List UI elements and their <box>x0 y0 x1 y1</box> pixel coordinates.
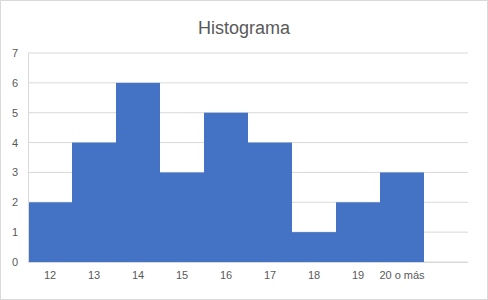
bar <box>336 202 380 262</box>
y-tick-label: 0 <box>12 256 18 268</box>
x-tick-label: 13 <box>88 269 100 281</box>
y-tick-label: 2 <box>12 196 18 208</box>
chart: 01234567121314151617181920 o másHistogra… <box>0 0 488 300</box>
y-tick-label: 7 <box>12 47 18 59</box>
x-tick-label: 16 <box>220 269 232 281</box>
chart-background <box>1 1 488 300</box>
x-tick: 20 o más <box>379 262 425 281</box>
bar <box>248 143 292 262</box>
x-tick-label: 17 <box>264 269 276 281</box>
y-tick-label: 1 <box>12 226 18 238</box>
y-tick-label: 3 <box>12 166 18 178</box>
y-axis-line <box>28 54 29 263</box>
x-axis-line <box>28 262 468 263</box>
y-tick: 7 <box>12 47 28 59</box>
x-tick-label: 15 <box>176 269 188 281</box>
y-tick: 0 <box>12 256 28 268</box>
grid <box>28 53 468 262</box>
x-tick: 19 <box>352 262 364 281</box>
y-tick: 2 <box>12 196 28 208</box>
x-tick: 13 <box>88 262 100 281</box>
chart-title: Histograma <box>198 18 291 38</box>
bar <box>160 172 204 262</box>
grid-line <box>28 82 468 83</box>
x-axis: 12 13 14 15 16 17 18 19 20 o más <box>28 262 468 281</box>
y-tick-label: 6 <box>12 77 18 89</box>
x-tick: 12 <box>44 262 56 281</box>
bar <box>380 172 424 262</box>
x-tick-label: 19 <box>352 269 364 281</box>
bar <box>116 83 160 262</box>
y-tick-label: 5 <box>12 107 18 119</box>
y-tick: 4 <box>12 137 28 149</box>
x-tick: 16 <box>220 262 232 281</box>
bar <box>72 143 116 262</box>
x-tick-label: 20 o más <box>379 269 425 281</box>
x-tick-label: 12 <box>44 269 56 281</box>
bar <box>204 113 248 262</box>
x-tick-label: 14 <box>132 269 144 281</box>
bars <box>28 83 424 262</box>
x-tick: 17 <box>264 262 276 281</box>
x-tick: 18 <box>308 262 320 281</box>
x-tick-label: 18 <box>308 269 320 281</box>
y-tick: 1 <box>12 226 28 238</box>
y-tick-label: 4 <box>12 137 18 149</box>
bar <box>292 232 336 262</box>
y-tick: 6 <box>12 77 28 89</box>
y-axis: 0 1 2 3 4 5 6 7 <box>12 47 29 268</box>
x-tick: 14 <box>132 262 144 281</box>
y-tick: 3 <box>12 166 28 178</box>
grid-line <box>28 53 468 54</box>
bar <box>28 202 72 262</box>
y-tick: 5 <box>12 107 28 119</box>
x-tick: 15 <box>176 262 188 281</box>
